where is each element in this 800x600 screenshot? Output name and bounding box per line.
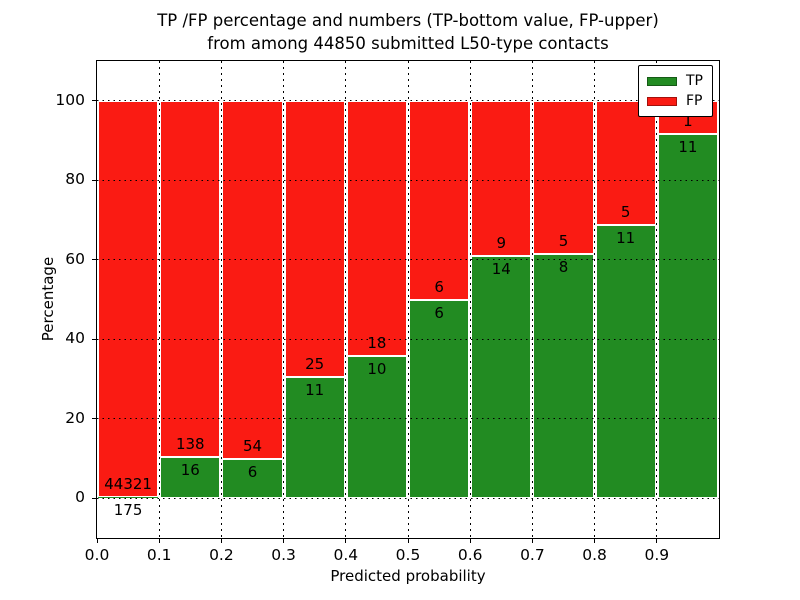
x-tick-label: 0.7 [520,546,545,564]
bar-segment-fp [284,100,345,377]
fp-count-label: 6 [434,277,444,296]
x-tick-mark [594,538,596,543]
x-tick-mark [220,538,222,543]
tp-count-label: 11 [678,137,698,156]
x-tick-mark [158,538,160,543]
v-gridline [656,61,658,538]
v-gridline [158,61,160,538]
bar-segment-tp [657,133,718,499]
h-gridline [97,179,719,181]
y-tick-label: 20 [65,408,85,427]
v-gridline [469,61,471,538]
v-gridline [407,61,409,538]
fp-count-label: 138 [175,434,205,453]
fp-count-label: 5 [558,231,569,250]
x-tick-label: 0.0 [84,546,110,564]
legend-swatch-fp [647,96,677,106]
legend-label-tp: TP [686,73,703,89]
v-gridline [220,61,222,538]
y-tick-mark [92,338,97,340]
y-tick-label: 100 [55,90,85,109]
h-gridline [97,259,719,261]
bar-segment-fp [160,100,221,457]
y-axis-label: Percentage [39,256,57,342]
fp-count-label: 54 [242,436,263,455]
y-tick-mark [92,497,97,499]
x-tick-label: 0.8 [582,546,607,564]
legend-label-fp: FP [686,93,703,109]
h-gridline [97,100,719,102]
legend: TP FP [638,65,713,117]
v-gridline [345,61,347,538]
y-tick-mark [92,179,97,181]
x-tick-label: 0.4 [333,546,359,564]
bar-segment-fp [533,100,594,254]
bar-segment-tp [284,376,345,499]
chart-title: TP /FP percentage and numbers (TP-bottom… [97,9,719,55]
fp-count-label: 1 [683,111,693,130]
tp-count-label: 8 [558,257,569,276]
y-tick-label: 0 [75,488,85,507]
bar-segment-fp [471,100,532,257]
bar-segment-tp [98,496,159,499]
tp-count-label: 16 [180,460,200,479]
chart-title-line1: TP /FP percentage and numbers (TP-bottom… [157,11,659,30]
fp-count-label: 44321 [104,474,152,493]
bar-segment-tp [346,356,407,499]
fp-count-label: 9 [496,234,507,253]
tp-count-label: 11 [305,380,325,399]
x-tick-mark [531,538,533,543]
x-tick-label: 0.3 [271,546,296,564]
v-gridline [531,61,533,538]
bar-segment-tp [533,253,594,499]
legend-entry-fp: FP [647,91,703,111]
fp-count-label: 5 [620,202,631,221]
bar-segment-tp [471,256,532,499]
bar-segment-fp [222,100,283,459]
fp-count-label: 25 [305,354,325,373]
fp-count-label: 18 [367,334,387,353]
tp-count-label: 14 [491,260,511,279]
tp-count-label: 10 [367,360,387,379]
plot-area: TP FP 44321 175 138 16 54 6 25 11 18 10 6 6 9 14 5 8 5 11… [55,60,720,564]
bar-segment-fp [595,100,656,225]
v-gridline [594,61,596,538]
tp-count-label: 175 [113,500,143,519]
v-gridline [283,61,285,538]
bar-segment-fp [409,100,470,300]
legend-entry-tp: TP [647,71,703,91]
tp-count-label: 11 [616,228,636,247]
bar-segment-tp [160,456,221,499]
x-tick-label: 0.1 [146,546,172,564]
h-gridline [97,497,719,499]
bar-segment-tp [409,299,470,499]
legend-swatch-tp [647,76,677,86]
x-tick-label: 0.9 [644,546,670,564]
tp-count-label: 6 [247,462,258,481]
x-tick-mark [469,538,471,543]
y-tick-label: 60 [65,249,85,268]
x-tick-mark [656,538,658,543]
h-gridline [97,338,719,340]
x-tick-mark [407,538,409,543]
chart-title-line2: from among 44850 submitted L50-type cont… [207,34,609,53]
y-tick-mark [92,100,97,102]
x-tick-label: 0.5 [395,546,421,564]
bar-segment-fp [346,100,407,357]
y-tick-label: 80 [65,170,85,189]
bar-segment-fp [98,100,159,497]
y-tick-label: 40 [65,329,85,348]
x-tick-mark [345,538,347,543]
x-tick-mark [283,538,285,543]
y-tick-mark [92,418,97,420]
x-tick-mark [96,538,98,543]
h-gridline [97,418,719,420]
y-tick-mark [92,259,97,261]
x-axis-label: Predicted probability [330,567,486,585]
bar-segment-tp [595,224,656,499]
x-tick-label: 0.6 [457,546,483,564]
x-tick-label: 0.2 [209,546,234,564]
tp-count-label: 6 [434,303,444,322]
